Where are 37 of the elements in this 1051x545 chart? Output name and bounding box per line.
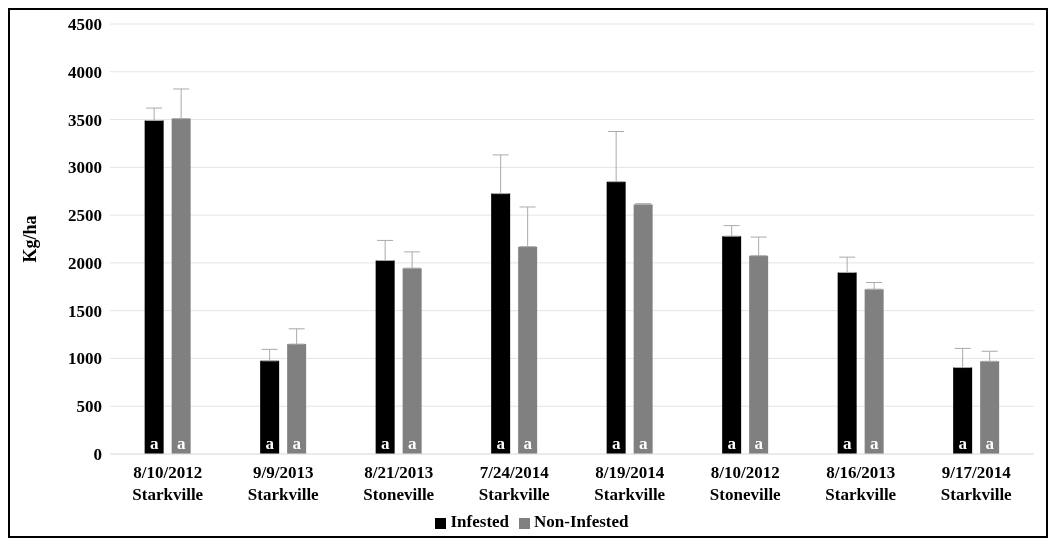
y-tick-label: 3000 bbox=[68, 158, 102, 178]
data-label: a bbox=[523, 434, 533, 453]
x-tick-label: 7/24/2014 Starkville bbox=[478, 463, 551, 504]
x-tick-label: 8/21/2013 Stoneville bbox=[363, 463, 435, 504]
x-tick-label: 8/16/2013 Starkville bbox=[825, 463, 897, 504]
legend-label: Infested bbox=[450, 512, 510, 531]
y-tick-label: 500 bbox=[76, 397, 102, 417]
x-tick-label: 8/10/2012 Starkville bbox=[132, 463, 204, 504]
y-tick-label: 0 bbox=[93, 445, 102, 465]
data-label: a bbox=[149, 434, 159, 453]
data-label: a bbox=[754, 434, 764, 453]
data-label: a bbox=[842, 434, 852, 453]
data-label: a bbox=[265, 434, 275, 453]
y-tick-label: 2500 bbox=[68, 206, 102, 226]
data-label: a bbox=[638, 434, 648, 453]
y-tick-label: 3500 bbox=[68, 110, 102, 130]
y-tick-label: 4000 bbox=[68, 62, 102, 82]
data-label: a bbox=[985, 434, 995, 453]
data-label: a bbox=[380, 434, 390, 453]
data-label: a bbox=[176, 434, 186, 453]
data-label: a bbox=[292, 434, 302, 453]
data-label: a bbox=[611, 434, 621, 453]
x-tick-label: 9/17/2014 Starkville bbox=[940, 463, 1013, 504]
legend-label: Non-Infested bbox=[534, 512, 629, 531]
x-tick-label: 8/19/2014 Starkville bbox=[594, 463, 666, 504]
y-tick-label: 1000 bbox=[68, 349, 102, 369]
y-tick-label: 2000 bbox=[68, 253, 102, 273]
data-label: a bbox=[869, 434, 879, 453]
data-label: a bbox=[727, 434, 737, 453]
data-label: a bbox=[496, 434, 506, 453]
y-tick-label: 1500 bbox=[68, 301, 102, 321]
data-label: a bbox=[958, 434, 968, 453]
y-tick-label: 4500 bbox=[68, 15, 102, 35]
x-tick-label: 8/10/2012 Stoneville bbox=[709, 463, 782, 504]
data-label: a bbox=[407, 434, 417, 453]
y-axis-title: Kg/ha bbox=[20, 215, 41, 263]
x-tick-label: 9/9/2013 Starkville bbox=[247, 463, 320, 504]
